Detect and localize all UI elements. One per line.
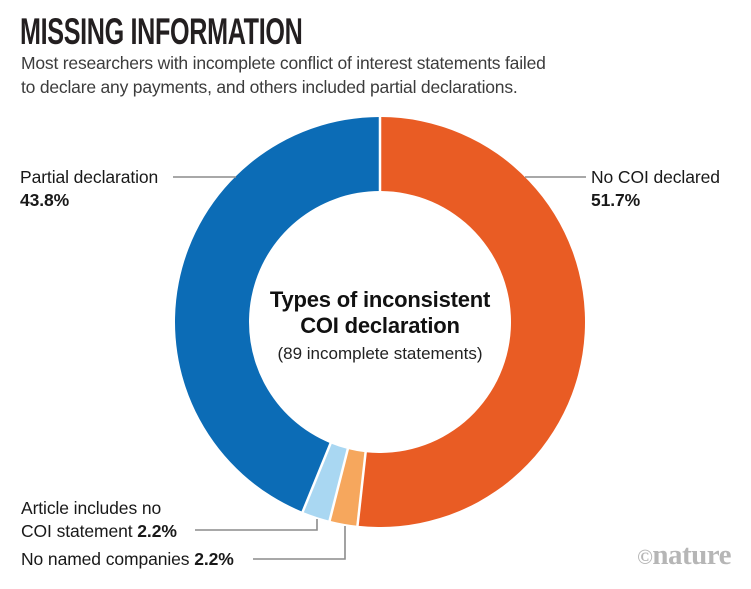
- leader-line-no-coi-statement: [195, 519, 318, 531]
- donut-segment-no-coi-declared: [357, 117, 585, 527]
- callout-no-coi-declared-label: No COI declared: [591, 167, 720, 187]
- donut-segments: [174, 116, 585, 527]
- subtitle-line-1: Most researchers with incomplete conflic…: [21, 53, 546, 73]
- subtitle-line-2: to declare any payments, and others incl…: [21, 76, 518, 97]
- leader-lines: [173, 176, 586, 560]
- donut-center-label: Types of inconsistent COI declaration (89…: [230, 287, 530, 364]
- donut-segment-partial-declaration: [174, 116, 380, 512]
- callout-no-named-companies-pct: 2.2%: [194, 549, 234, 569]
- callout-no-coi-statement-line-2: COI statement: [21, 521, 133, 541]
- callout-no-coi-statement-line-1: Article includes no: [21, 498, 162, 518]
- callout-no-coi-declared-pct: 51.7%: [591, 190, 641, 210]
- center-title-line-2: COI declaration: [300, 313, 460, 338]
- donut-segment-no-named-companies: [329, 448, 366, 526]
- callout-no-coi-statement: Article includes no COI statement 2.2%: [21, 497, 177, 543]
- segment-separator: [356, 451, 367, 527]
- leader-line-no-named-companies: [253, 526, 346, 560]
- callout-partial-declaration-pct: 43.8%: [20, 190, 70, 210]
- copyright-symbol: ©: [637, 545, 653, 569]
- callout-no-coi-declared: No COI declared 51.7%: [591, 166, 720, 212]
- segment-separators: [301, 116, 382, 527]
- page-title: MISSING INFORMATION: [20, 13, 435, 50]
- page-title-text: MISSING INFORMATION: [20, 11, 303, 52]
- segment-separator: [301, 441, 333, 514]
- subtitle: Most researchers with incomplete conflic…: [21, 52, 546, 99]
- segment-separator: [328, 447, 350, 522]
- callout-no-named-companies: No named companies 2.2%: [21, 548, 234, 571]
- donut-center-title: Types of inconsistent COI declaration: [230, 287, 530, 339]
- callout-no-named-companies-label: No named companies: [21, 549, 190, 569]
- donut-segment-article-includes-no-coi-statement: [302, 443, 348, 521]
- center-title-line-1: Types of inconsistent: [269, 287, 491, 312]
- nature-brand: nature: [652, 539, 731, 571]
- callout-partial-declaration-label: Partial declaration: [20, 167, 159, 187]
- nature-watermark: ©nature: [637, 541, 731, 572]
- callout-partial-declaration: Partial declaration 43.8%: [20, 166, 158, 212]
- callout-no-coi-statement-pct: 2.2%: [137, 521, 177, 541]
- donut-center-subtitle: (89 incomplete statements): [277, 344, 483, 363]
